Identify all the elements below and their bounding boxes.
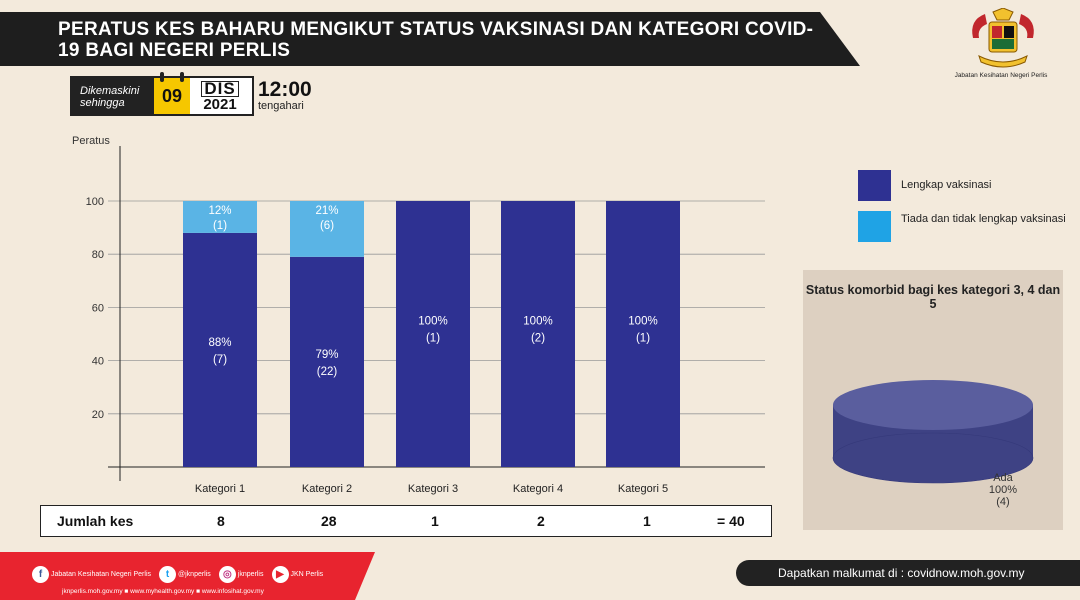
totals-row: Jumlah kes 8 28 1 2 1 = 40	[40, 505, 772, 537]
data-label-count: (1)	[636, 333, 650, 345]
update-year: 2021	[203, 95, 237, 113]
bar-tiada-1	[183, 201, 257, 233]
data-label-count: (1)	[213, 220, 227, 232]
footer-social-bar	[0, 552, 375, 600]
y-tick-label: 40	[92, 356, 104, 368]
total-kategori-5: 1	[643, 513, 651, 529]
legend-item-lengkap: Lengkap vaksinasi	[858, 170, 1068, 201]
youtube-icon: ▶	[271, 566, 289, 583]
legend-label-tiada: Tiada dan tidak lengkap vaksinasi	[901, 213, 1066, 225]
x-tick-label: Kategori 2	[302, 483, 352, 495]
legend-item-tiada: Tiada dan tidak lengkap vaksinasi	[858, 211, 1068, 242]
update-month: DIS	[201, 80, 239, 97]
header-bar	[0, 12, 860, 66]
social-instagram-text: jknperlis	[237, 571, 264, 578]
page-title: PERATUS KES BAHARU MENGIKUT STATUS VAKSI…	[58, 19, 814, 61]
social-youtube-text: JKN Perlis	[290, 571, 324, 578]
comorbid-pie-chart	[832, 380, 1034, 484]
comorbid-panel: Status komorbid bagi kes kategori 3, 4 d…	[803, 270, 1063, 530]
chart-legend: Lengkap vaksinasi Tiada dan tidak lengka…	[858, 170, 1068, 252]
data-label-percent: 79%	[315, 349, 338, 361]
logo-caption: Jabatan Kesihatan Negeri Perlis	[954, 72, 1048, 79]
social-instagram[interactable]: ◎ jknperlis	[218, 566, 264, 583]
instagram-icon: ◎	[218, 566, 236, 583]
pie-label-count: (4)	[996, 496, 1010, 508]
total-kategori-4: 2	[537, 513, 545, 529]
data-label-count: (22)	[317, 366, 338, 378]
data-label-count: (6)	[320, 220, 334, 232]
pie-label-percent: 100%	[988, 484, 1018, 496]
social-twitter[interactable]: t @jknperlis	[159, 566, 211, 583]
bar-lengkap-5	[606, 201, 680, 467]
bar-lengkap-4	[501, 201, 575, 467]
update-time: 12:00	[258, 78, 312, 101]
facebook-icon: f	[32, 566, 49, 583]
data-label-percent: 21%	[315, 205, 338, 217]
data-label-percent: 88%	[208, 337, 231, 349]
data-label-percent: 100%	[418, 316, 447, 328]
footer-source: Dapatkan malkumat di : covidnow.moh.gov.…	[778, 566, 1025, 580]
totals-label: Jumlah kes	[57, 513, 134, 529]
bar-tiada-2	[290, 201, 364, 257]
update-month-year: DIS 2021	[190, 78, 250, 114]
total-kategori-3: 1	[431, 513, 439, 529]
footer-social-links: f Jabatan Kesihatan Negeri Perlis t @jkn…	[32, 566, 331, 583]
legend-swatch-tiada	[858, 211, 891, 242]
update-label: Dikemaskini sehingga	[72, 78, 154, 114]
update-time-note: tengahari	[258, 100, 304, 112]
social-twitter-text: @jknperlis	[178, 571, 211, 578]
total-kategori-1: 8	[217, 513, 225, 529]
x-tick-label: Kategori 3	[408, 483, 458, 495]
update-date-box: Dikemaskini sehingga 09 DIS 2021	[70, 72, 254, 116]
data-label-percent: 100%	[628, 316, 657, 328]
data-label-count: (2)	[531, 333, 545, 345]
bar-lengkap-1	[183, 232, 257, 467]
legend-label-lengkap: Lengkap vaksinasi	[901, 179, 992, 191]
social-facebook[interactable]: f Jabatan Kesihatan Negeri Perlis	[32, 566, 151, 583]
comorbid-title: Status komorbid bagi kes kategori 3, 4 d…	[805, 283, 1061, 311]
pie-label-ada: Ada 100% (4)	[973, 472, 1033, 508]
footer-urls: jknperlis.moh.gov.my ■ www.myhealth.gov.…	[62, 588, 264, 595]
calendar-icon: 09	[154, 72, 190, 114]
y-tick-label: 20	[92, 409, 104, 421]
x-tick-label: Kategori 1	[195, 483, 245, 495]
data-label-percent: 12%	[208, 205, 231, 217]
data-label-count: (1)	[426, 333, 440, 345]
x-tick-label: Kategori 4	[513, 483, 563, 495]
social-youtube[interactable]: ▶ JKN Perlis	[271, 566, 324, 583]
coat-of-arms-logo	[972, 8, 1034, 68]
footer-source-bar: Dapatkan malkumat di : covidnow.moh.gov.…	[736, 560, 1080, 586]
y-axis-label: Peratus	[72, 135, 110, 147]
update-day: 09	[161, 85, 183, 106]
pie-slice-ada	[833, 380, 1033, 430]
y-tick-label: 100	[86, 196, 104, 208]
total-kategori-2: 28	[321, 513, 337, 529]
legend-swatch-lengkap	[858, 170, 891, 201]
twitter-icon: t	[159, 566, 177, 583]
pie-label-name: Ada	[993, 472, 1013, 484]
grand-total: = 40	[717, 513, 745, 529]
bar-lengkap-2	[290, 256, 364, 467]
bar-lengkap-3	[396, 201, 470, 467]
y-tick-label: 60	[92, 302, 104, 314]
data-label-count: (7)	[213, 354, 227, 366]
social-facebook-text: Jabatan Kesihatan Negeri Perlis	[51, 571, 152, 578]
y-tick-label: 80	[92, 249, 104, 261]
data-label-percent: 100%	[523, 316, 552, 328]
x-tick-label: Kategori 5	[618, 483, 668, 495]
